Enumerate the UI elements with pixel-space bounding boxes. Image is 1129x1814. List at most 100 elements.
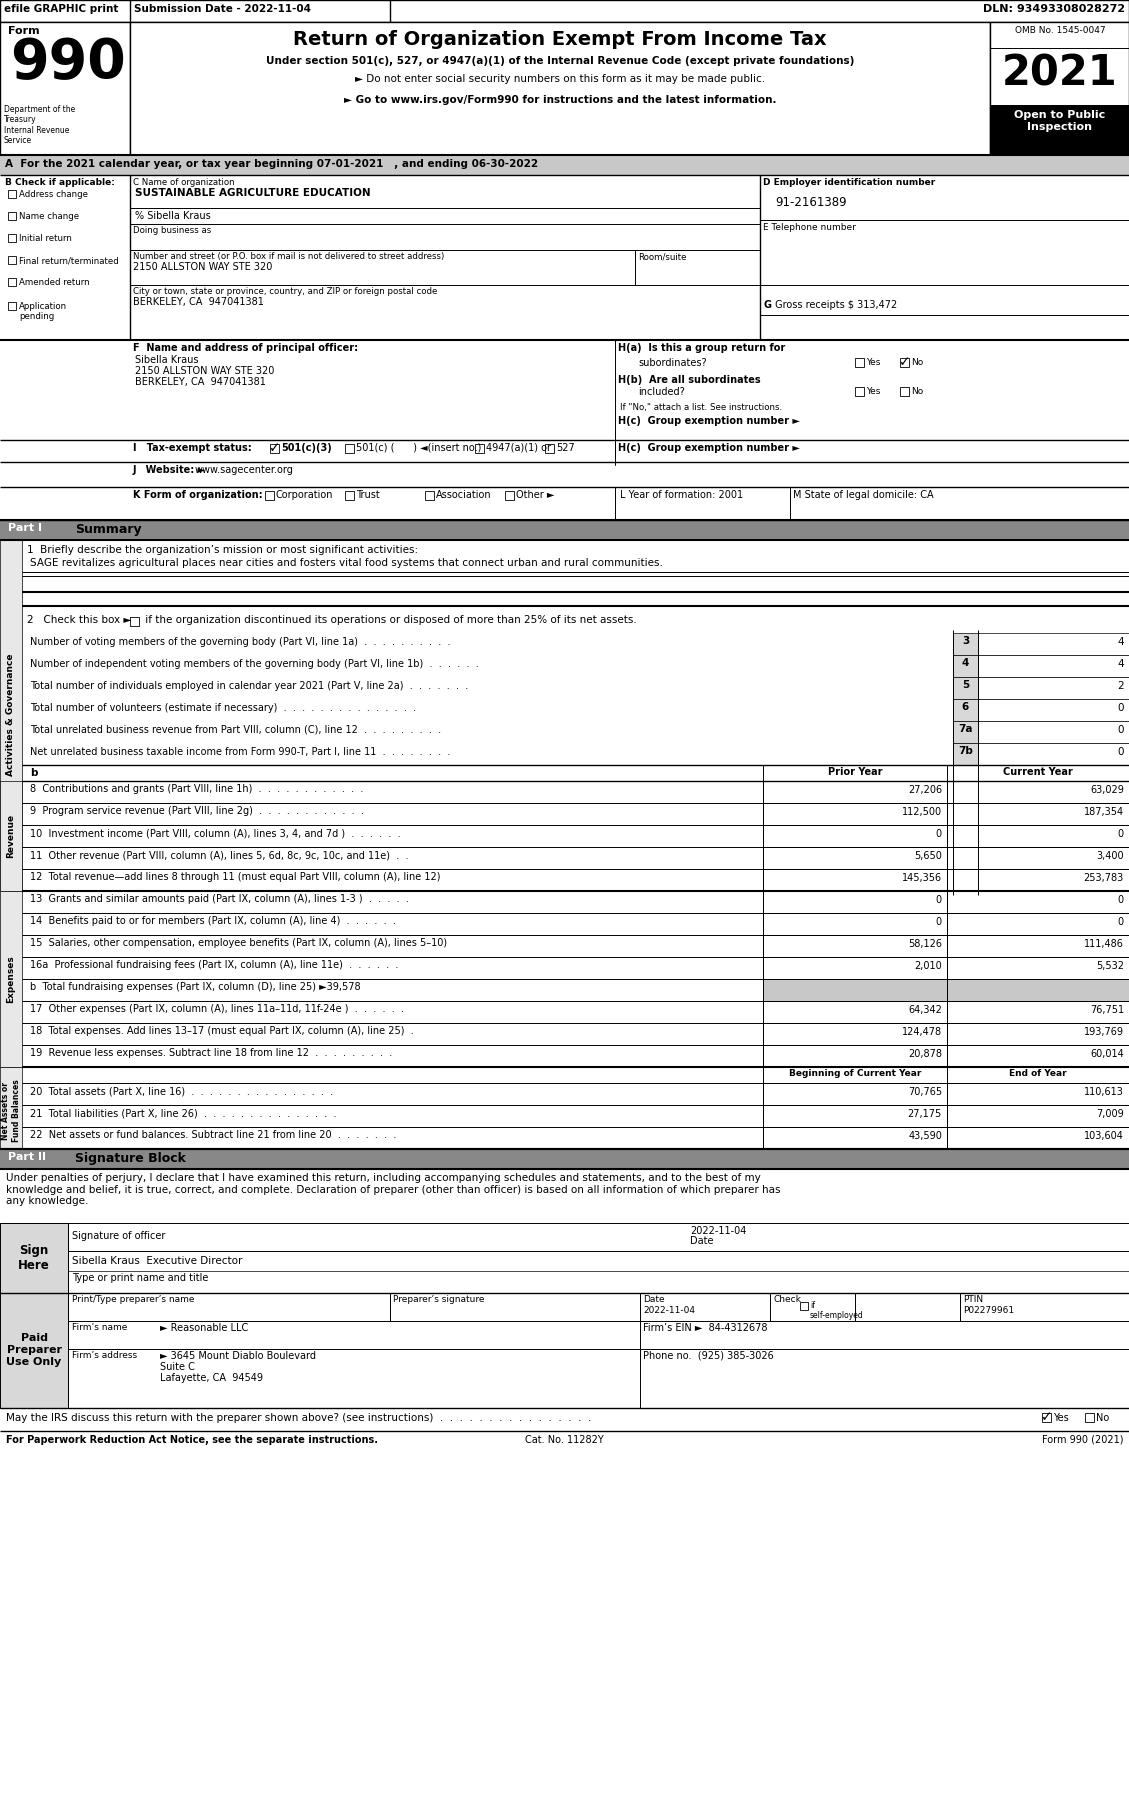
Text: 111,486: 111,486 — [1084, 940, 1124, 949]
Text: Room/suite: Room/suite — [638, 252, 686, 261]
Text: Print/Type preparer’s name: Print/Type preparer’s name — [72, 1295, 194, 1304]
Text: ► 3645 Mount Diablo Boulevard: ► 3645 Mount Diablo Boulevard — [160, 1351, 316, 1360]
Text: City or town, state or province, country, and ZIP or foreign postal code: City or town, state or province, country… — [133, 287, 437, 296]
Text: Corporation: Corporation — [275, 490, 333, 501]
Text: Total number of volunteers (estimate if necessary)  .  .  .  .  .  .  .  .  .  .: Total number of volunteers (estimate if … — [30, 704, 417, 713]
Bar — [0, 1223, 68, 1293]
Bar — [947, 934, 1129, 958]
Bar — [947, 1083, 1129, 1105]
Bar — [345, 492, 355, 501]
Text: 2022-11-04: 2022-11-04 — [690, 1226, 746, 1235]
Text: 6: 6 — [962, 702, 969, 713]
Text: 11  Other revenue (Part VIII, column (A), lines 5, 6d, 8c, 9c, 10c, and 11e)  . : 11 Other revenue (Part VIII, column (A),… — [30, 851, 409, 860]
Text: 4947(a)(1) or: 4947(a)(1) or — [485, 443, 551, 454]
Bar — [953, 677, 978, 698]
Text: Under penalties of perjury, I declare that I have examined this return, includin: Under penalties of perjury, I declare th… — [6, 1174, 780, 1206]
Bar — [953, 698, 978, 720]
Text: 103,604: 103,604 — [1084, 1130, 1124, 1141]
Bar — [0, 154, 1129, 174]
Text: 2150 ALLSTON WAY STE 320: 2150 ALLSTON WAY STE 320 — [133, 261, 272, 272]
Text: 501(c)(3): 501(c)(3) — [281, 443, 332, 454]
Bar — [947, 958, 1129, 980]
Text: No: No — [1096, 1413, 1110, 1422]
Text: G: G — [763, 299, 771, 310]
Text: Sign
Here: Sign Here — [18, 1244, 50, 1272]
Bar — [0, 22, 130, 154]
Text: Signature Block: Signature Block — [75, 1152, 186, 1165]
Bar — [947, 980, 1129, 1001]
Text: Number of voting members of the governing body (Part VI, line 1a)  .  .  .  .  .: Number of voting members of the governin… — [30, 637, 450, 648]
Text: 22  Net assets or fund balances. Subtract line 21 from line 20  .  .  .  .  .  .: 22 Net assets or fund balances. Subtract… — [30, 1130, 396, 1139]
Bar — [763, 1023, 947, 1045]
Text: Preparer’s signature: Preparer’s signature — [393, 1295, 484, 1304]
Text: K Form of organization:: K Form of organization: — [133, 490, 263, 501]
Text: SAGE revitalizes agricultural places near cities and fosters vital food systems : SAGE revitalizes agricultural places nea… — [30, 559, 663, 568]
Bar — [763, 912, 947, 934]
Bar — [947, 1126, 1129, 1148]
Text: Open to Public
Inspection: Open to Public Inspection — [1014, 111, 1105, 132]
Text: Association: Association — [436, 490, 491, 501]
Text: efile GRAPHIC print: efile GRAPHIC print — [5, 4, 119, 15]
Text: ✓: ✓ — [899, 356, 910, 370]
Bar — [978, 677, 1129, 698]
Text: Number of independent voting members of the governing body (Part VI, line 1b)  .: Number of independent voting members of … — [30, 658, 479, 669]
Text: Doing business as: Doing business as — [133, 227, 211, 236]
Text: Firm’s address: Firm’s address — [72, 1351, 137, 1360]
Text: 0: 0 — [936, 894, 942, 905]
Bar — [763, 804, 947, 825]
Text: 4: 4 — [962, 658, 969, 668]
Text: ► Reasonable LLC: ► Reasonable LLC — [160, 1322, 248, 1333]
Bar — [8, 278, 16, 287]
Bar — [763, 825, 947, 847]
Text: 20  Total assets (Part X, line 16)  .  .  .  .  .  .  .  .  .  .  .  .  .  .  . : 20 Total assets (Part X, line 16) . . . … — [30, 1087, 333, 1096]
Text: Date: Date — [690, 1235, 714, 1246]
Bar — [953, 720, 978, 744]
Bar — [265, 492, 274, 501]
Text: No: No — [911, 357, 924, 366]
Text: Total unrelated business revenue from Part VIII, column (C), line 12  .  .  .  .: Total unrelated business revenue from Pa… — [30, 726, 441, 735]
Text: 5,650: 5,650 — [914, 851, 942, 862]
Bar — [953, 655, 978, 677]
Text: Total number of individuals employed in calendar year 2021 (Part V, line 2a)  . : Total number of individuals employed in … — [30, 680, 469, 691]
Text: 76,751: 76,751 — [1089, 1005, 1124, 1016]
Text: Activities & Governance: Activities & Governance — [7, 653, 16, 776]
Bar — [947, 825, 1129, 847]
Bar — [763, 980, 947, 1001]
Text: Application
pending: Application pending — [19, 301, 67, 321]
Bar — [978, 698, 1129, 720]
Text: Net Assets or
Fund Balances: Net Assets or Fund Balances — [1, 1079, 20, 1143]
Bar — [763, 782, 947, 804]
Text: If "No," attach a list. See instructions.: If "No," attach a list. See instructions… — [620, 403, 782, 412]
Text: DLN: 93493308028272: DLN: 93493308028272 — [983, 4, 1124, 15]
Text: PTIN: PTIN — [963, 1295, 983, 1304]
Bar — [8, 256, 16, 265]
Text: 1  Briefly describe the organization’s mission or most significant activities:: 1 Briefly describe the organization’s mi… — [27, 544, 418, 555]
Text: 17  Other expenses (Part IX, column (A), lines 11a–11d, 11f-24e )  .  .  .  .  .: 17 Other expenses (Part IX, column (A), … — [30, 1003, 404, 1014]
Text: Lafayette, CA  94549: Lafayette, CA 94549 — [160, 1373, 263, 1382]
Bar — [0, 1148, 1129, 1168]
Text: 27,206: 27,206 — [908, 785, 942, 795]
Text: 10  Investment income (Part VIII, column (A), lines 3, 4, and 7d )  .  .  .  .  : 10 Investment income (Part VIII, column … — [30, 827, 401, 838]
Text: I   Tax-exempt status:: I Tax-exempt status: — [133, 443, 252, 454]
Text: Initial return: Initial return — [19, 234, 72, 243]
Text: 193,769: 193,769 — [1084, 1027, 1124, 1038]
Text: Form 990 (2021): Form 990 (2021) — [1041, 1435, 1123, 1446]
Text: M State of legal domicile: CA: M State of legal domicile: CA — [793, 490, 934, 501]
Text: 3: 3 — [962, 637, 969, 646]
Bar — [763, 1083, 947, 1105]
Text: 110,613: 110,613 — [1084, 1087, 1124, 1097]
Text: Form: Form — [8, 25, 40, 36]
Text: 15  Salaries, other compensation, employee benefits (Part IX, column (A), lines : 15 Salaries, other compensation, employe… — [30, 938, 447, 949]
Text: OMB No. 1545-0047: OMB No. 1545-0047 — [1015, 25, 1105, 34]
Text: 990: 990 — [10, 36, 125, 91]
Text: 2: 2 — [1118, 680, 1124, 691]
Text: 3,400: 3,400 — [1096, 851, 1124, 862]
Text: Sibella Kraus  Executive Director: Sibella Kraus Executive Director — [72, 1255, 243, 1266]
Text: if the organization discontinued its operations or disposed of more than 25% of : if the organization discontinued its ope… — [142, 615, 637, 626]
Bar — [800, 1302, 808, 1310]
Text: 70,765: 70,765 — [908, 1087, 942, 1097]
Text: 21  Total liabilities (Part X, line 26)  .  .  .  .  .  .  .  .  .  .  .  .  .  : 21 Total liabilities (Part X, line 26) .… — [30, 1108, 336, 1117]
Text: Net unrelated business taxable income from Form 990-T, Part I, line 11  .  .  . : Net unrelated business taxable income fr… — [30, 747, 450, 756]
Text: Phone no.  (925) 385-3026: Phone no. (925) 385-3026 — [644, 1351, 773, 1360]
Bar — [953, 633, 978, 655]
